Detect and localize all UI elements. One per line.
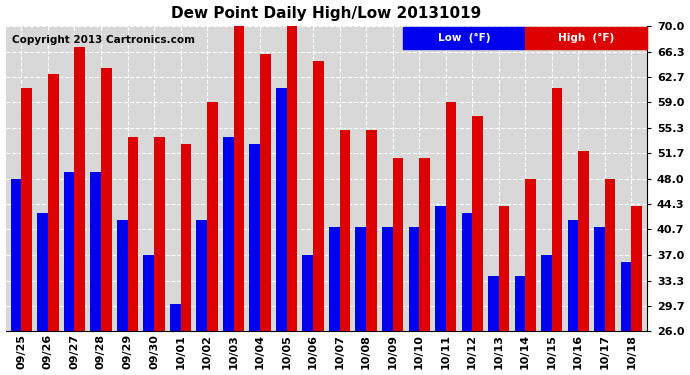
Bar	[207, 102, 217, 332]
Bar	[355, 227, 366, 332]
Bar	[90, 172, 101, 332]
Bar	[366, 130, 377, 332]
Bar	[117, 220, 128, 332]
Bar	[408, 227, 419, 332]
Bar	[21, 88, 32, 332]
Bar	[286, 26, 297, 332]
Bar	[37, 213, 48, 332]
Bar	[11, 178, 21, 332]
Bar	[154, 137, 165, 332]
FancyBboxPatch shape	[404, 27, 525, 49]
Bar	[329, 227, 339, 332]
Bar	[170, 304, 181, 332]
Bar	[631, 206, 642, 332]
Bar	[462, 213, 472, 332]
Text: High  (°F): High (°F)	[558, 33, 614, 43]
Title: Dew Point Daily High/Low 20131019: Dew Point Daily High/Low 20131019	[171, 6, 482, 21]
Bar	[48, 75, 59, 332]
Bar	[144, 255, 154, 332]
Bar	[488, 276, 499, 332]
Bar	[419, 158, 430, 332]
Bar	[620, 262, 631, 332]
Bar	[594, 227, 604, 332]
Bar	[472, 116, 483, 332]
Bar	[64, 172, 75, 332]
Bar	[393, 158, 403, 332]
Bar	[552, 88, 562, 332]
Bar	[128, 137, 138, 332]
Bar	[435, 206, 446, 332]
Bar	[223, 137, 233, 332]
Text: Copyright 2013 Cartronics.com: Copyright 2013 Cartronics.com	[12, 35, 195, 45]
Bar	[233, 26, 244, 332]
Bar	[313, 61, 324, 332]
Bar	[276, 88, 286, 332]
Bar	[568, 220, 578, 332]
Bar	[604, 178, 615, 332]
Bar	[302, 255, 313, 332]
Bar	[515, 276, 525, 332]
Bar	[101, 68, 112, 332]
Text: Low  (°F): Low (°F)	[438, 33, 491, 43]
FancyBboxPatch shape	[525, 27, 647, 49]
Bar	[250, 144, 260, 332]
Bar	[197, 220, 207, 332]
Bar	[525, 178, 535, 332]
Bar	[541, 255, 552, 332]
Bar	[181, 144, 191, 332]
Bar	[382, 227, 393, 332]
Bar	[578, 151, 589, 332]
Bar	[499, 206, 509, 332]
Bar	[446, 102, 456, 332]
Bar	[75, 47, 85, 332]
Bar	[260, 54, 270, 332]
Bar	[339, 130, 351, 332]
